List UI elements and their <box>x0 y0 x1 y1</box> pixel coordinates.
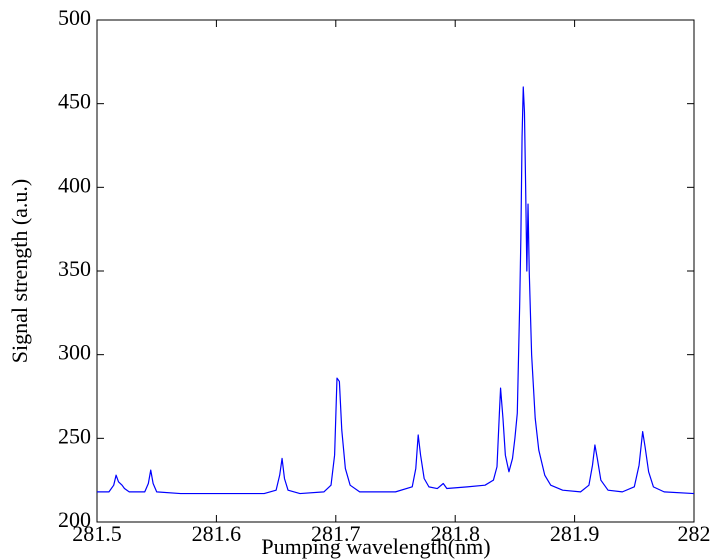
x-tick-label: 281.6 <box>192 521 242 546</box>
signal-line <box>97 86 695 495</box>
x-tick-label: 281.8 <box>430 521 480 546</box>
y-axis-label: Signal strength (a.u.) <box>7 179 32 364</box>
y-tick-label: 400 <box>58 172 91 197</box>
x-tick-label: 281.7 <box>311 521 361 546</box>
y-tick-label: 250 <box>58 423 91 448</box>
y-tick-label: 500 <box>58 5 91 30</box>
x-tick-label: 281.5 <box>72 521 122 546</box>
y-tick-label: 200 <box>58 507 91 532</box>
x-axis-label: Pumping wavelength(nm) <box>261 534 490 559</box>
x-tick-label: 281.9 <box>550 521 600 546</box>
x-tick-label: 282 <box>678 521 711 546</box>
y-tick-label: 450 <box>58 89 91 114</box>
y-tick-label: 300 <box>58 340 91 365</box>
y-tick-label: 350 <box>58 256 91 281</box>
